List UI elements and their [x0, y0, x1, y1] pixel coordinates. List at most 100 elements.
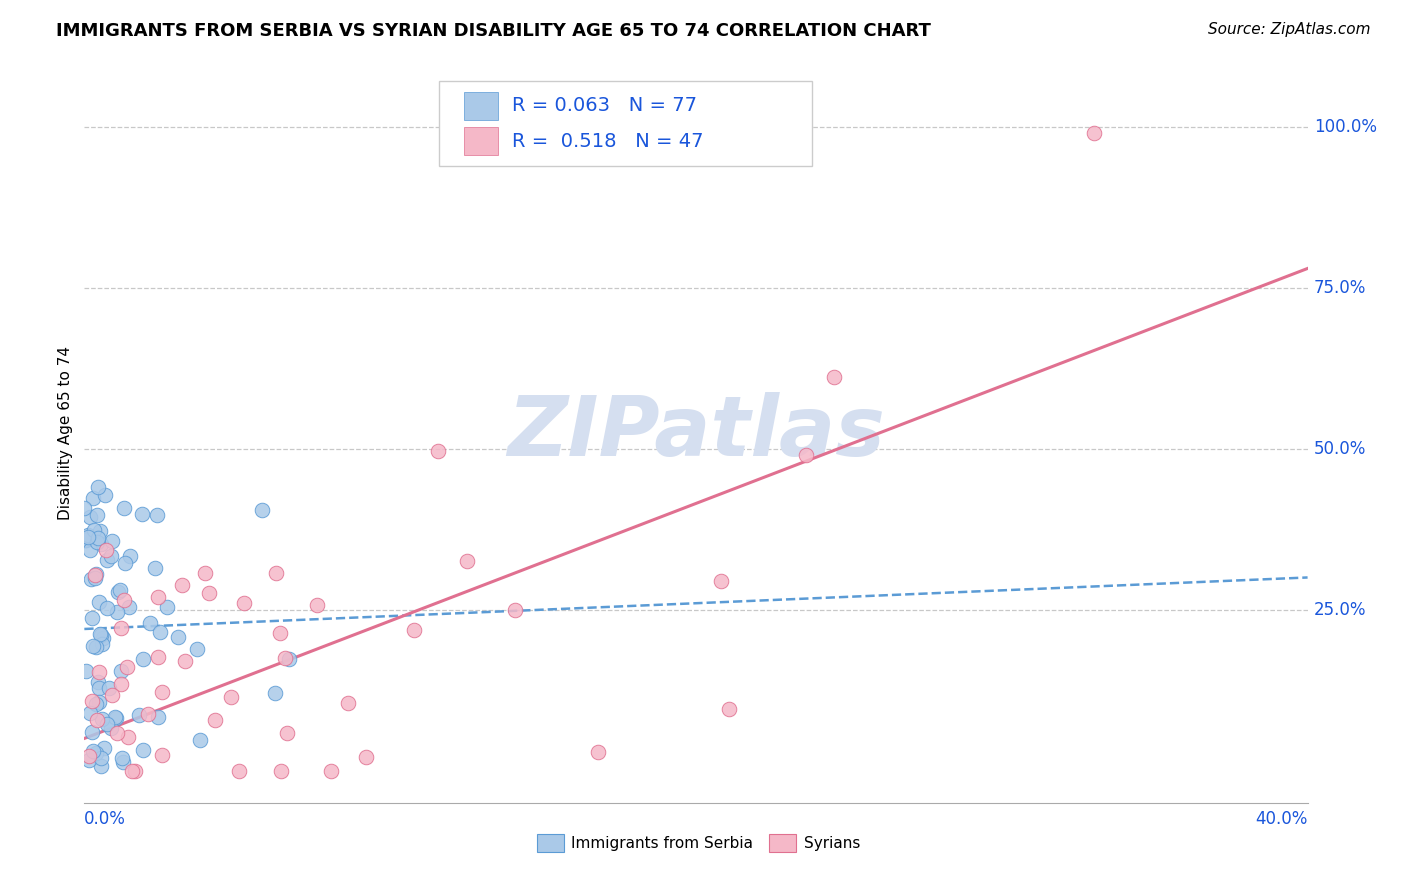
Point	[717, 702, 740, 716]
Point	[80, 611, 103, 625]
Point	[276, 726, 298, 740]
Point	[75, 533, 97, 547]
Point	[118, 600, 141, 615]
Point	[149, 624, 172, 639]
Point	[336, 696, 359, 710]
Point	[111, 751, 134, 765]
Point	[75, 664, 97, 678]
Point	[89, 627, 111, 641]
Point	[108, 582, 131, 597]
Point	[90, 628, 112, 642]
Point	[94, 488, 117, 502]
Point	[166, 630, 188, 644]
Point	[305, 599, 328, 613]
Point	[86, 713, 108, 727]
Point	[110, 621, 132, 635]
Point	[73, 500, 96, 515]
Point	[112, 756, 135, 770]
Point	[83, 523, 105, 537]
Point	[138, 707, 160, 722]
Point	[73, 533, 96, 548]
Point	[204, 713, 226, 727]
Point	[80, 694, 103, 708]
Point	[86, 535, 108, 549]
Point	[269, 625, 291, 640]
Point	[128, 707, 150, 722]
Point	[823, 370, 845, 384]
Point	[1083, 126, 1105, 140]
Text: Syrians: Syrians	[804, 836, 860, 851]
Point	[98, 681, 121, 695]
Point	[96, 601, 118, 615]
Point	[87, 681, 110, 696]
Point	[77, 753, 100, 767]
Point	[150, 748, 173, 763]
Text: ZIPatlas: ZIPatlas	[508, 392, 884, 473]
Point	[75, 532, 97, 546]
Point	[76, 528, 98, 542]
FancyBboxPatch shape	[464, 128, 498, 155]
Point	[794, 448, 817, 462]
Point	[79, 509, 101, 524]
Point	[89, 524, 111, 538]
Point	[100, 722, 122, 736]
Text: 25.0%: 25.0%	[1313, 600, 1367, 619]
Point	[87, 531, 110, 545]
Point	[117, 730, 139, 744]
Text: Source: ZipAtlas.com: Source: ZipAtlas.com	[1208, 22, 1371, 37]
Point	[90, 751, 112, 765]
Point	[266, 566, 288, 580]
Point	[87, 674, 110, 689]
Point	[143, 561, 166, 575]
Point	[107, 605, 129, 619]
Point	[131, 507, 153, 521]
Point	[186, 642, 208, 657]
Point	[89, 595, 111, 609]
Point	[132, 651, 155, 665]
Text: 100.0%: 100.0%	[1313, 118, 1376, 136]
Point	[219, 690, 242, 704]
Point	[82, 744, 104, 758]
Point	[148, 649, 170, 664]
Point	[273, 650, 295, 665]
Point	[170, 578, 193, 592]
Point	[79, 706, 101, 720]
Point	[104, 710, 127, 724]
Point	[107, 585, 129, 599]
Point	[91, 712, 114, 726]
Point	[263, 686, 285, 700]
Point	[173, 654, 195, 668]
Point	[87, 480, 110, 494]
Point	[194, 566, 217, 580]
Point	[112, 501, 135, 516]
Point	[91, 631, 114, 645]
Point	[270, 764, 292, 778]
Text: 75.0%: 75.0%	[1313, 279, 1367, 297]
Point	[80, 572, 103, 586]
Point	[84, 571, 107, 585]
Text: R = 0.063   N = 77: R = 0.063 N = 77	[513, 96, 697, 115]
FancyBboxPatch shape	[464, 92, 498, 120]
Point	[82, 491, 104, 505]
Point	[79, 542, 101, 557]
Point	[84, 746, 107, 760]
Point	[427, 444, 450, 458]
Point	[76, 530, 98, 544]
Point	[96, 717, 118, 731]
Point	[83, 567, 105, 582]
Point	[146, 710, 169, 724]
Point	[93, 740, 115, 755]
Point	[197, 585, 219, 599]
Point	[146, 590, 169, 604]
Point	[139, 616, 162, 631]
Text: 50.0%: 50.0%	[1313, 440, 1367, 458]
Point	[250, 503, 273, 517]
Point	[101, 688, 124, 702]
Point	[124, 764, 146, 778]
Y-axis label: Disability Age 65 to 74: Disability Age 65 to 74	[58, 345, 73, 520]
Point	[586, 745, 609, 759]
Text: 40.0%: 40.0%	[1256, 810, 1308, 828]
Point	[354, 750, 377, 764]
Point	[232, 596, 254, 610]
Point	[82, 639, 104, 653]
